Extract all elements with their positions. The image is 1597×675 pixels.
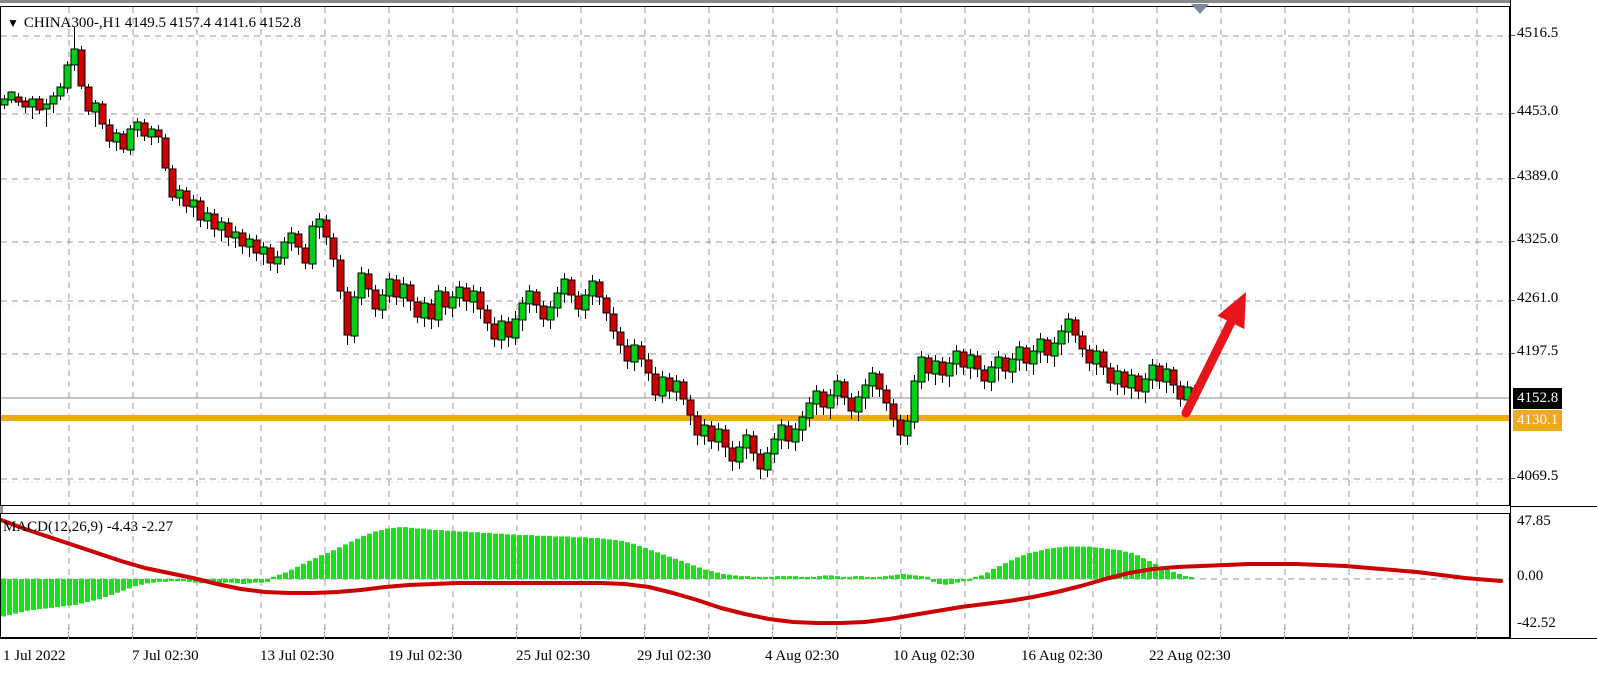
macd-label: MACD(12,26,9) -4.43 -2.27	[3, 519, 173, 535]
macd-axis-label: 47.85	[1517, 513, 1551, 529]
price-axis-label: 4069.5	[1517, 468, 1559, 484]
macd-histogram-series	[1, 514, 1509, 637]
price-axis-tick	[1511, 113, 1515, 114]
symbol-header-text: CHINA300-,H1 4149.5 4157.4 4141.6 4152.8	[23, 15, 301, 31]
macd-axis-label: 0.00	[1517, 568, 1544, 584]
price-axis-scale[interactable]: 4516.5 4453.0 4389.0 4325.0 4261.0 4197.5 4069…	[1510, 0, 1597, 638]
price-axis-label: 4516.5	[1517, 25, 1559, 41]
price-axis-tick	[1511, 178, 1515, 179]
time-axis-tick	[1092, 627, 1093, 639]
price-axis-label: 4453.0	[1517, 103, 1559, 119]
time-axis-tick	[1220, 627, 1221, 639]
time-axis-tick	[644, 627, 645, 639]
time-axis-tick	[1476, 627, 1477, 639]
time-axis-label: 7 Jul 02:30	[132, 648, 199, 664]
time-axis-tick	[132, 627, 133, 639]
time-axis-tick	[964, 627, 965, 639]
time-axis-tick	[516, 627, 517, 639]
time-axis-tick	[708, 627, 709, 639]
price-axis-tick	[1511, 353, 1515, 354]
time-axis-tick	[580, 627, 581, 639]
time-axis-tick	[772, 627, 773, 639]
macd-indicator-pane[interactable]: MACD(12,26,9) -4.43 -2.27	[0, 513, 1510, 638]
time-axis-label: 13 Jul 02:30	[260, 648, 335, 664]
time-axis-label: 10 Aug 02:30	[893, 648, 975, 664]
time-axis-tick	[1348, 627, 1349, 639]
price-axis-label: 4261.0	[1517, 290, 1559, 306]
symbol-header: ▼ CHINA300-,H1 4149.5 4157.4 4141.6 4152.…	[7, 15, 301, 32]
price-axis-tick	[1511, 35, 1515, 36]
price-chart-pane[interactable]: ▼ CHINA300-,H1 4149.5 4157.4 4141.6 4152.…	[0, 6, 1510, 506]
window-top-rule	[0, 0, 1510, 3]
time-axis-tick	[388, 627, 389, 639]
scale-separator	[1510, 506, 1597, 507]
time-axis-label: 16 Aug 02:30	[1021, 648, 1103, 664]
time-axis-label: 29 Jul 02:30	[637, 648, 712, 664]
price-axis-label: 4197.5	[1517, 343, 1559, 359]
time-axis-tick	[324, 627, 325, 639]
time-axis-label: 25 Jul 02:30	[516, 648, 591, 664]
time-axis-label: 4 Aug 02:30	[765, 648, 840, 664]
support-price-badge[interactable]: 4130.1	[1513, 410, 1563, 431]
time-axis-label: 1 Jul 2022	[3, 648, 66, 664]
price-candlestick-series	[1, 7, 1509, 505]
time-axis-tick	[900, 627, 901, 639]
time-axis-tick	[1412, 627, 1413, 639]
time-axis-tick	[452, 627, 453, 639]
time-axis-tick	[68, 627, 69, 639]
time-axis-tick	[836, 627, 837, 639]
price-axis-label: 4389.0	[1517, 168, 1559, 184]
macd-axis-label: -42.52	[1517, 615, 1556, 631]
price-axis-tick	[1511, 241, 1515, 242]
time-axis-tick	[260, 627, 261, 639]
collapse-triangle-icon[interactable]: ▼	[7, 16, 19, 30]
time-axis[interactable]: 1 Jul 2022 7 Jul 02:30 13 Jul 02:30 19 Jul …	[0, 627, 1597, 675]
time-axis-label: 19 Jul 02:30	[388, 648, 463, 664]
time-axis-tick	[1156, 627, 1157, 639]
price-axis-label: 4325.0	[1517, 231, 1559, 247]
time-axis-tick	[196, 627, 197, 639]
time-axis-tick	[1028, 627, 1029, 639]
time-axis-tick	[1284, 627, 1285, 639]
top-triangle-marker[interactable]	[1191, 4, 1209, 14]
time-axis-label: 22 Aug 02:30	[1149, 648, 1231, 664]
price-axis-tick	[1511, 300, 1515, 301]
price-axis-tick	[1511, 478, 1515, 479]
last-price-badge[interactable]: 4152.8	[1513, 388, 1563, 409]
